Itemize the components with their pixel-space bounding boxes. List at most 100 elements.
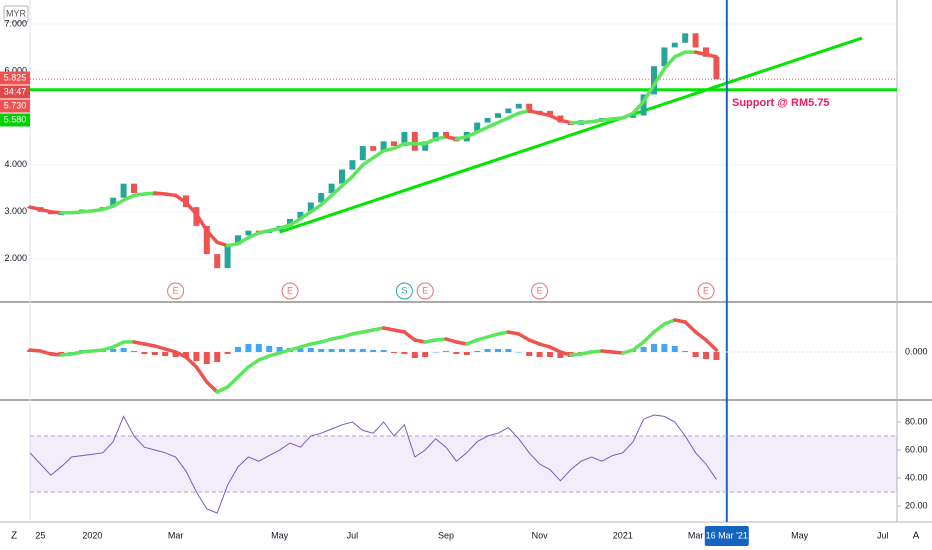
timezone-button[interactable]: Z bbox=[11, 531, 17, 542]
candle bbox=[515, 103, 522, 109]
candle bbox=[401, 131, 408, 147]
histogram-bar bbox=[339, 349, 345, 352]
line-segment bbox=[340, 332, 355, 339]
line-segment bbox=[537, 111, 552, 118]
event-marker[interactable] bbox=[281, 282, 299, 300]
histogram-bar bbox=[703, 352, 709, 359]
line-segment bbox=[485, 332, 500, 339]
line-segment bbox=[693, 50, 708, 57]
histogram-bar bbox=[203, 352, 210, 364]
event-marker[interactable] bbox=[167, 282, 185, 300]
line-segment bbox=[173, 193, 188, 205]
histogram-bar bbox=[307, 348, 314, 352]
line-segment bbox=[340, 174, 355, 188]
histogram-bar bbox=[391, 352, 397, 353]
line-segment bbox=[225, 375, 240, 389]
candle bbox=[287, 218, 293, 226]
line-segment bbox=[319, 193, 334, 207]
line-segment bbox=[173, 350, 188, 359]
histogram-bar bbox=[235, 347, 241, 352]
line-segment bbox=[465, 130, 479, 139]
line-segment bbox=[361, 156, 375, 167]
candle bbox=[328, 183, 335, 194]
line-segment bbox=[454, 134, 469, 141]
rsi-line bbox=[29, 414, 717, 514]
histogram-bar bbox=[131, 351, 137, 352]
line-segment bbox=[506, 330, 521, 336]
line-segment bbox=[38, 207, 53, 214]
x-tick-label: May bbox=[271, 530, 289, 540]
line-segment bbox=[527, 338, 542, 346]
candle bbox=[422, 141, 429, 151]
line-segment bbox=[652, 322, 667, 334]
line-segment bbox=[329, 184, 344, 198]
histogram-bar bbox=[58, 352, 65, 354]
candle bbox=[245, 230, 252, 236]
line-segment bbox=[693, 330, 708, 342]
line-segment bbox=[621, 111, 635, 120]
histogram-bar bbox=[547, 352, 553, 357]
line-segment bbox=[444, 337, 459, 344]
line-segment bbox=[194, 212, 209, 233]
line-segment bbox=[101, 204, 115, 212]
line-segment bbox=[111, 340, 126, 349]
line-segment bbox=[153, 344, 167, 351]
price-tag-label: 5.825 bbox=[4, 72, 27, 82]
x-tick-label: May bbox=[791, 530, 809, 540]
histogram-bar bbox=[495, 349, 501, 352]
candle bbox=[682, 33, 689, 43]
histogram-bar bbox=[463, 352, 470, 355]
histogram-bar bbox=[266, 346, 273, 352]
candle bbox=[120, 183, 127, 198]
histogram-bar bbox=[151, 352, 158, 355]
line-segment bbox=[621, 348, 635, 355]
line-segment bbox=[704, 338, 719, 352]
currency-label: MYR bbox=[6, 8, 27, 18]
line-segment bbox=[548, 113, 563, 122]
candle bbox=[526, 103, 533, 114]
line-segment bbox=[28, 205, 43, 212]
y-tick-label: 20.00 bbox=[905, 500, 928, 510]
event-marker[interactable] bbox=[531, 282, 549, 300]
line-segment bbox=[101, 345, 115, 352]
auto-scale-button[interactable]: A bbox=[913, 531, 920, 542]
line-segment bbox=[683, 320, 698, 334]
histogram-bar bbox=[453, 352, 460, 354]
event-label: E bbox=[287, 285, 293, 295]
line-segment bbox=[537, 342, 552, 349]
line-segment bbox=[506, 111, 521, 120]
line-segment bbox=[215, 240, 230, 248]
event-marker[interactable] bbox=[416, 282, 434, 300]
line-segment bbox=[641, 330, 656, 344]
histogram-bar bbox=[193, 352, 200, 361]
candle bbox=[224, 244, 231, 269]
histogram-bar bbox=[224, 352, 231, 354]
candle bbox=[671, 42, 678, 48]
line-segment bbox=[413, 338, 427, 344]
crosshair-label: 16 Mar '21 bbox=[706, 530, 748, 540]
line-segment bbox=[246, 231, 261, 240]
histogram-bar bbox=[141, 352, 148, 354]
histogram-bar bbox=[349, 349, 356, 352]
line-segment bbox=[38, 349, 53, 356]
histogram-bar bbox=[162, 352, 169, 356]
line-segment bbox=[267, 351, 282, 358]
histogram-bar bbox=[370, 350, 377, 352]
candle bbox=[235, 235, 241, 245]
line-segment bbox=[257, 354, 271, 362]
line-segment bbox=[194, 365, 209, 384]
line-segment bbox=[329, 335, 344, 341]
line-segment bbox=[631, 340, 646, 352]
histogram-bar bbox=[713, 352, 720, 360]
y-tick-label: 40.00 bbox=[905, 472, 928, 482]
event-marker[interactable] bbox=[395, 282, 413, 300]
currency-box[interactable] bbox=[3, 5, 29, 23]
histogram-bar bbox=[255, 344, 262, 352]
line-segment bbox=[288, 345, 303, 352]
line-segment bbox=[548, 345, 563, 354]
line-segment bbox=[288, 217, 303, 227]
event-label: S bbox=[401, 285, 407, 295]
event-marker[interactable] bbox=[697, 282, 715, 300]
line-segment bbox=[381, 326, 396, 332]
